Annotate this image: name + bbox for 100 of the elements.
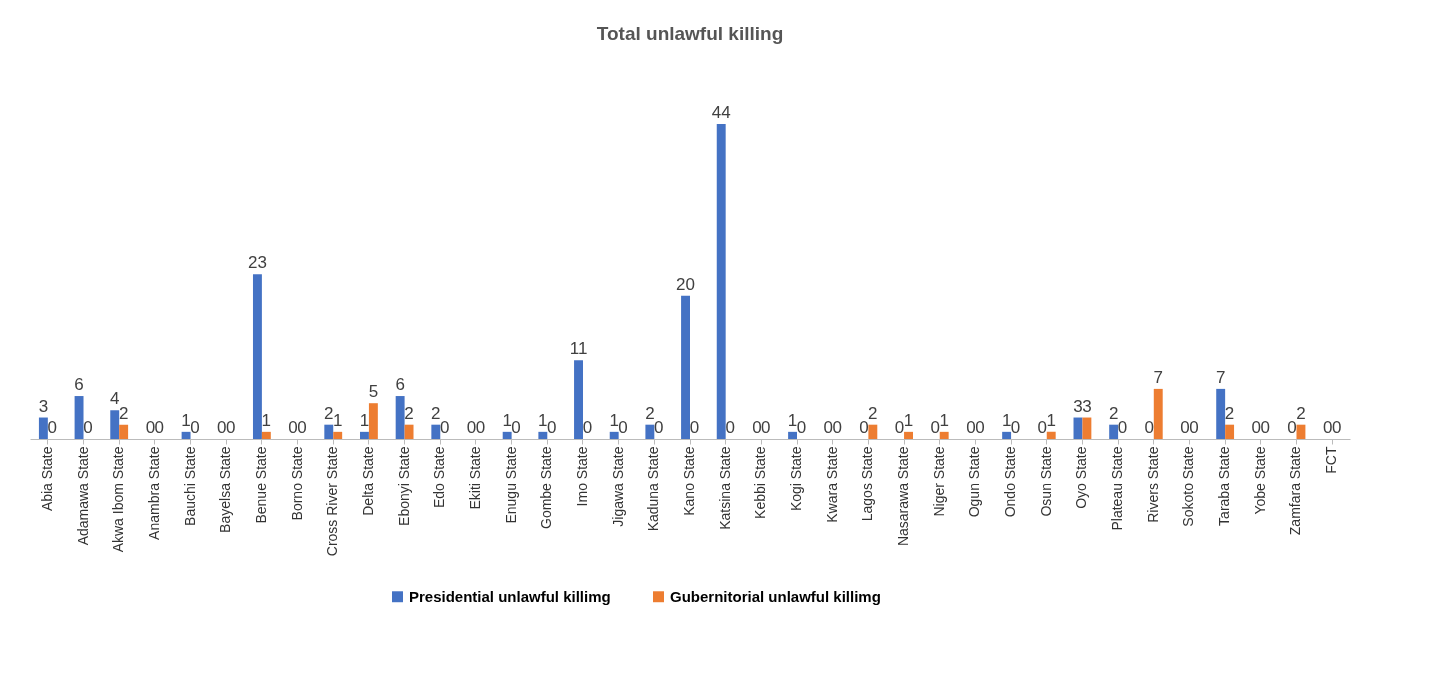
data-label: 6 [74, 375, 84, 395]
data-label: 6 [395, 375, 405, 395]
data-label: 2 [868, 403, 878, 423]
data-label: 0 [83, 418, 93, 437]
bar [368, 403, 378, 439]
data-label: 0 [154, 418, 165, 437]
data-label: 0 [547, 418, 557, 437]
data-label: 0 [1331, 418, 1342, 437]
bar [1216, 388, 1226, 439]
x-tick-label: Gombe State [538, 446, 555, 529]
data-label: 0 [47, 418, 58, 437]
data-label: 0 [1322, 418, 1333, 437]
data-label: 0 [654, 418, 664, 437]
bar [110, 410, 120, 439]
bar [1109, 424, 1119, 439]
chart-title: Total unlawful killing [596, 23, 784, 44]
data-label: 1 [332, 410, 343, 430]
data-label: 0 [725, 418, 735, 437]
data-label: 0 [894, 418, 905, 437]
data-label: 0 [297, 418, 307, 437]
x-tick-label: Abia State [38, 446, 55, 512]
data-label: 44 [711, 103, 731, 122]
data-label: 0 [1144, 418, 1155, 437]
x-tick-label: Rivers State [1144, 446, 1161, 523]
data-label: 3 [1073, 396, 1083, 416]
bar [1225, 424, 1235, 439]
data-label: 0 [1260, 418, 1270, 437]
data-label: 2 [645, 403, 655, 423]
x-tick-label: Ondo State [1002, 446, 1019, 518]
data-label: 0 [145, 418, 156, 437]
bar [324, 424, 334, 439]
legend-label: Presidential unlawful killimg [409, 587, 611, 605]
bar [609, 431, 619, 439]
x-tick-label: Akwa Ibom State [110, 446, 127, 553]
x-tick-label: Benue State [252, 446, 269, 524]
x-tick-label: Sokoto State [1180, 446, 1197, 527]
x-tick-label: Borno State [288, 446, 305, 521]
bar [360, 431, 369, 439]
data-label: 1 [903, 410, 914, 430]
bar [788, 431, 798, 439]
x-tick-label: Osun State [1037, 446, 1054, 517]
data-label: 0 [466, 418, 477, 437]
bar [404, 424, 414, 439]
x-tick-label: Lagos State [859, 446, 876, 522]
x-tick-label: Niger State [930, 446, 947, 517]
bar [538, 431, 548, 439]
x-tick-label: Ogun State [966, 446, 983, 518]
bar [395, 396, 405, 439]
x-tick-label: Taraba State [1216, 446, 1233, 526]
x-tick-label: Kogi State [788, 446, 805, 512]
data-label: 0 [190, 418, 200, 437]
data-label: 2 [118, 403, 129, 423]
data-label: 7 [1215, 367, 1226, 387]
bar [904, 431, 913, 439]
data-label: 0 [752, 418, 762, 437]
bar [431, 424, 441, 439]
data-label: 4 [110, 389, 120, 409]
data-label: 0 [832, 418, 842, 437]
x-tick-label: Jigawa State [609, 446, 626, 527]
x-tick-label: Bayelsa State [217, 446, 234, 533]
bar [181, 431, 191, 439]
data-label: 0 [823, 418, 833, 437]
x-tick-label: Adamawa State [74, 446, 91, 546]
x-tick-label: FCT [1323, 446, 1340, 474]
data-label: 0 [475, 418, 486, 437]
data-label: 0 [511, 418, 521, 437]
bar [939, 431, 949, 439]
data-label: 20 [676, 274, 695, 294]
data-label: 3 [1082, 396, 1092, 416]
bar [333, 431, 343, 439]
bar [716, 124, 726, 439]
data-label: 0 [859, 418, 869, 437]
data-label: 0 [796, 418, 807, 437]
bar [1002, 431, 1012, 439]
x-tick-label: Bauchi State [181, 446, 198, 526]
data-label: 0 [966, 418, 976, 437]
data-label: 0 [1180, 418, 1190, 437]
data-label: 0 [440, 418, 450, 437]
data-label: 0 [288, 418, 298, 437]
data-label: 0 [1010, 418, 1021, 437]
data-label: 2 [324, 403, 334, 423]
data-label: 0 [1117, 418, 1128, 437]
bar [74, 396, 84, 439]
bar [502, 431, 512, 439]
x-tick-label: Ekiti State [466, 446, 483, 510]
data-label: 2 [1108, 403, 1119, 423]
data-label: 1 [939, 410, 949, 430]
bar [645, 424, 655, 439]
data-label: 7 [1153, 367, 1163, 387]
x-tick-label: Yobe State [1251, 446, 1268, 515]
x-tick-label: Kaduna State [645, 446, 662, 532]
data-label: 0 [618, 418, 628, 437]
legend-label: Gubernitorial unlawful killimg [670, 587, 881, 605]
x-tick-label: Katsina State [716, 446, 733, 530]
data-label: 0 [217, 418, 227, 437]
bar [261, 431, 271, 439]
data-label: 0 [1189, 418, 1199, 437]
bar [681, 295, 690, 439]
x-tick-label: Kwara State [823, 446, 840, 523]
data-label: 2 [1224, 403, 1235, 423]
